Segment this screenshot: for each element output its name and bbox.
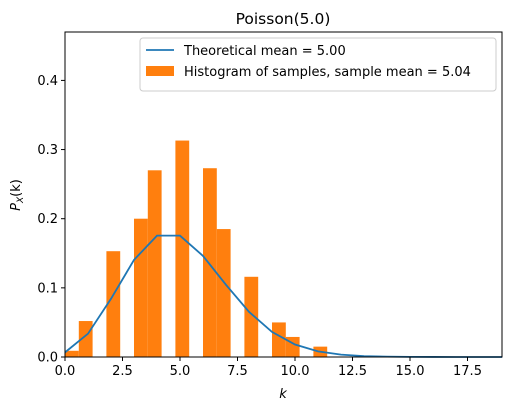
y-axis-ticks: 0.0 0.1 0.2 0.3 0.4 bbox=[37, 74, 65, 366]
y-tick-label: 0.1 bbox=[37, 281, 58, 296]
legend-label-theoretical: Theoretical mean = 5.00 bbox=[183, 44, 346, 59]
y-axis-label-main: P bbox=[9, 203, 24, 211]
y-tick-label: 0.3 bbox=[37, 143, 58, 158]
histogram-bar-3 bbox=[134, 218, 148, 357]
histogram-bar-7 bbox=[216, 229, 231, 357]
y-axis-label-tail: (k) bbox=[9, 179, 24, 197]
legend: Theoretical mean = 5.00 Histogram of sam… bbox=[139, 37, 497, 92]
histogram-bars bbox=[65, 140, 328, 357]
x-axis-label: k bbox=[279, 387, 287, 402]
histogram-bar-6 bbox=[203, 168, 217, 357]
histogram-bar-1 bbox=[78, 321, 93, 357]
x-tick-label: 12.5 bbox=[338, 364, 367, 379]
histogram-bar-5 bbox=[175, 140, 190, 357]
x-tick-label: 2.5 bbox=[112, 364, 133, 379]
x-tick-label: 7.5 bbox=[227, 364, 248, 379]
histogram-bar-4 bbox=[147, 170, 162, 357]
x-tick-label: 0.0 bbox=[55, 364, 76, 379]
x-tick-label: 10.0 bbox=[281, 364, 310, 379]
x-axis-ticks: 0.0 2.5 5.0 7.5 10.0 12.5 15.0 17.5 bbox=[55, 357, 482, 379]
plot-frame bbox=[64, 31, 503, 358]
histogram-bar-9 bbox=[272, 322, 286, 357]
x-tick-label: 5.0 bbox=[170, 364, 191, 379]
histogram-bar-0 bbox=[65, 350, 79, 357]
histogram-bar-8 bbox=[244, 276, 259, 357]
x-tick-label: 15.0 bbox=[396, 364, 425, 379]
legend-box bbox=[139, 37, 497, 92]
x-tick-label: 17.5 bbox=[453, 364, 482, 379]
chart-title: Poisson(5.0) bbox=[236, 10, 331, 28]
y-axis-label: PX(k) bbox=[9, 179, 26, 211]
legend-label-histogram: Histogram of samples, sample mean = 5.04 bbox=[184, 65, 471, 80]
histogram-bar-2 bbox=[106, 251, 121, 357]
y-axis-label-sub: X bbox=[16, 196, 26, 204]
y-tick-label: 0.4 bbox=[37, 74, 58, 89]
theoretical-pmf-line bbox=[64, 234, 502, 358]
legend-bar-swatch bbox=[146, 66, 174, 76]
y-tick-label: 0.2 bbox=[37, 212, 58, 227]
y-tick-label: 0.0 bbox=[37, 351, 58, 366]
